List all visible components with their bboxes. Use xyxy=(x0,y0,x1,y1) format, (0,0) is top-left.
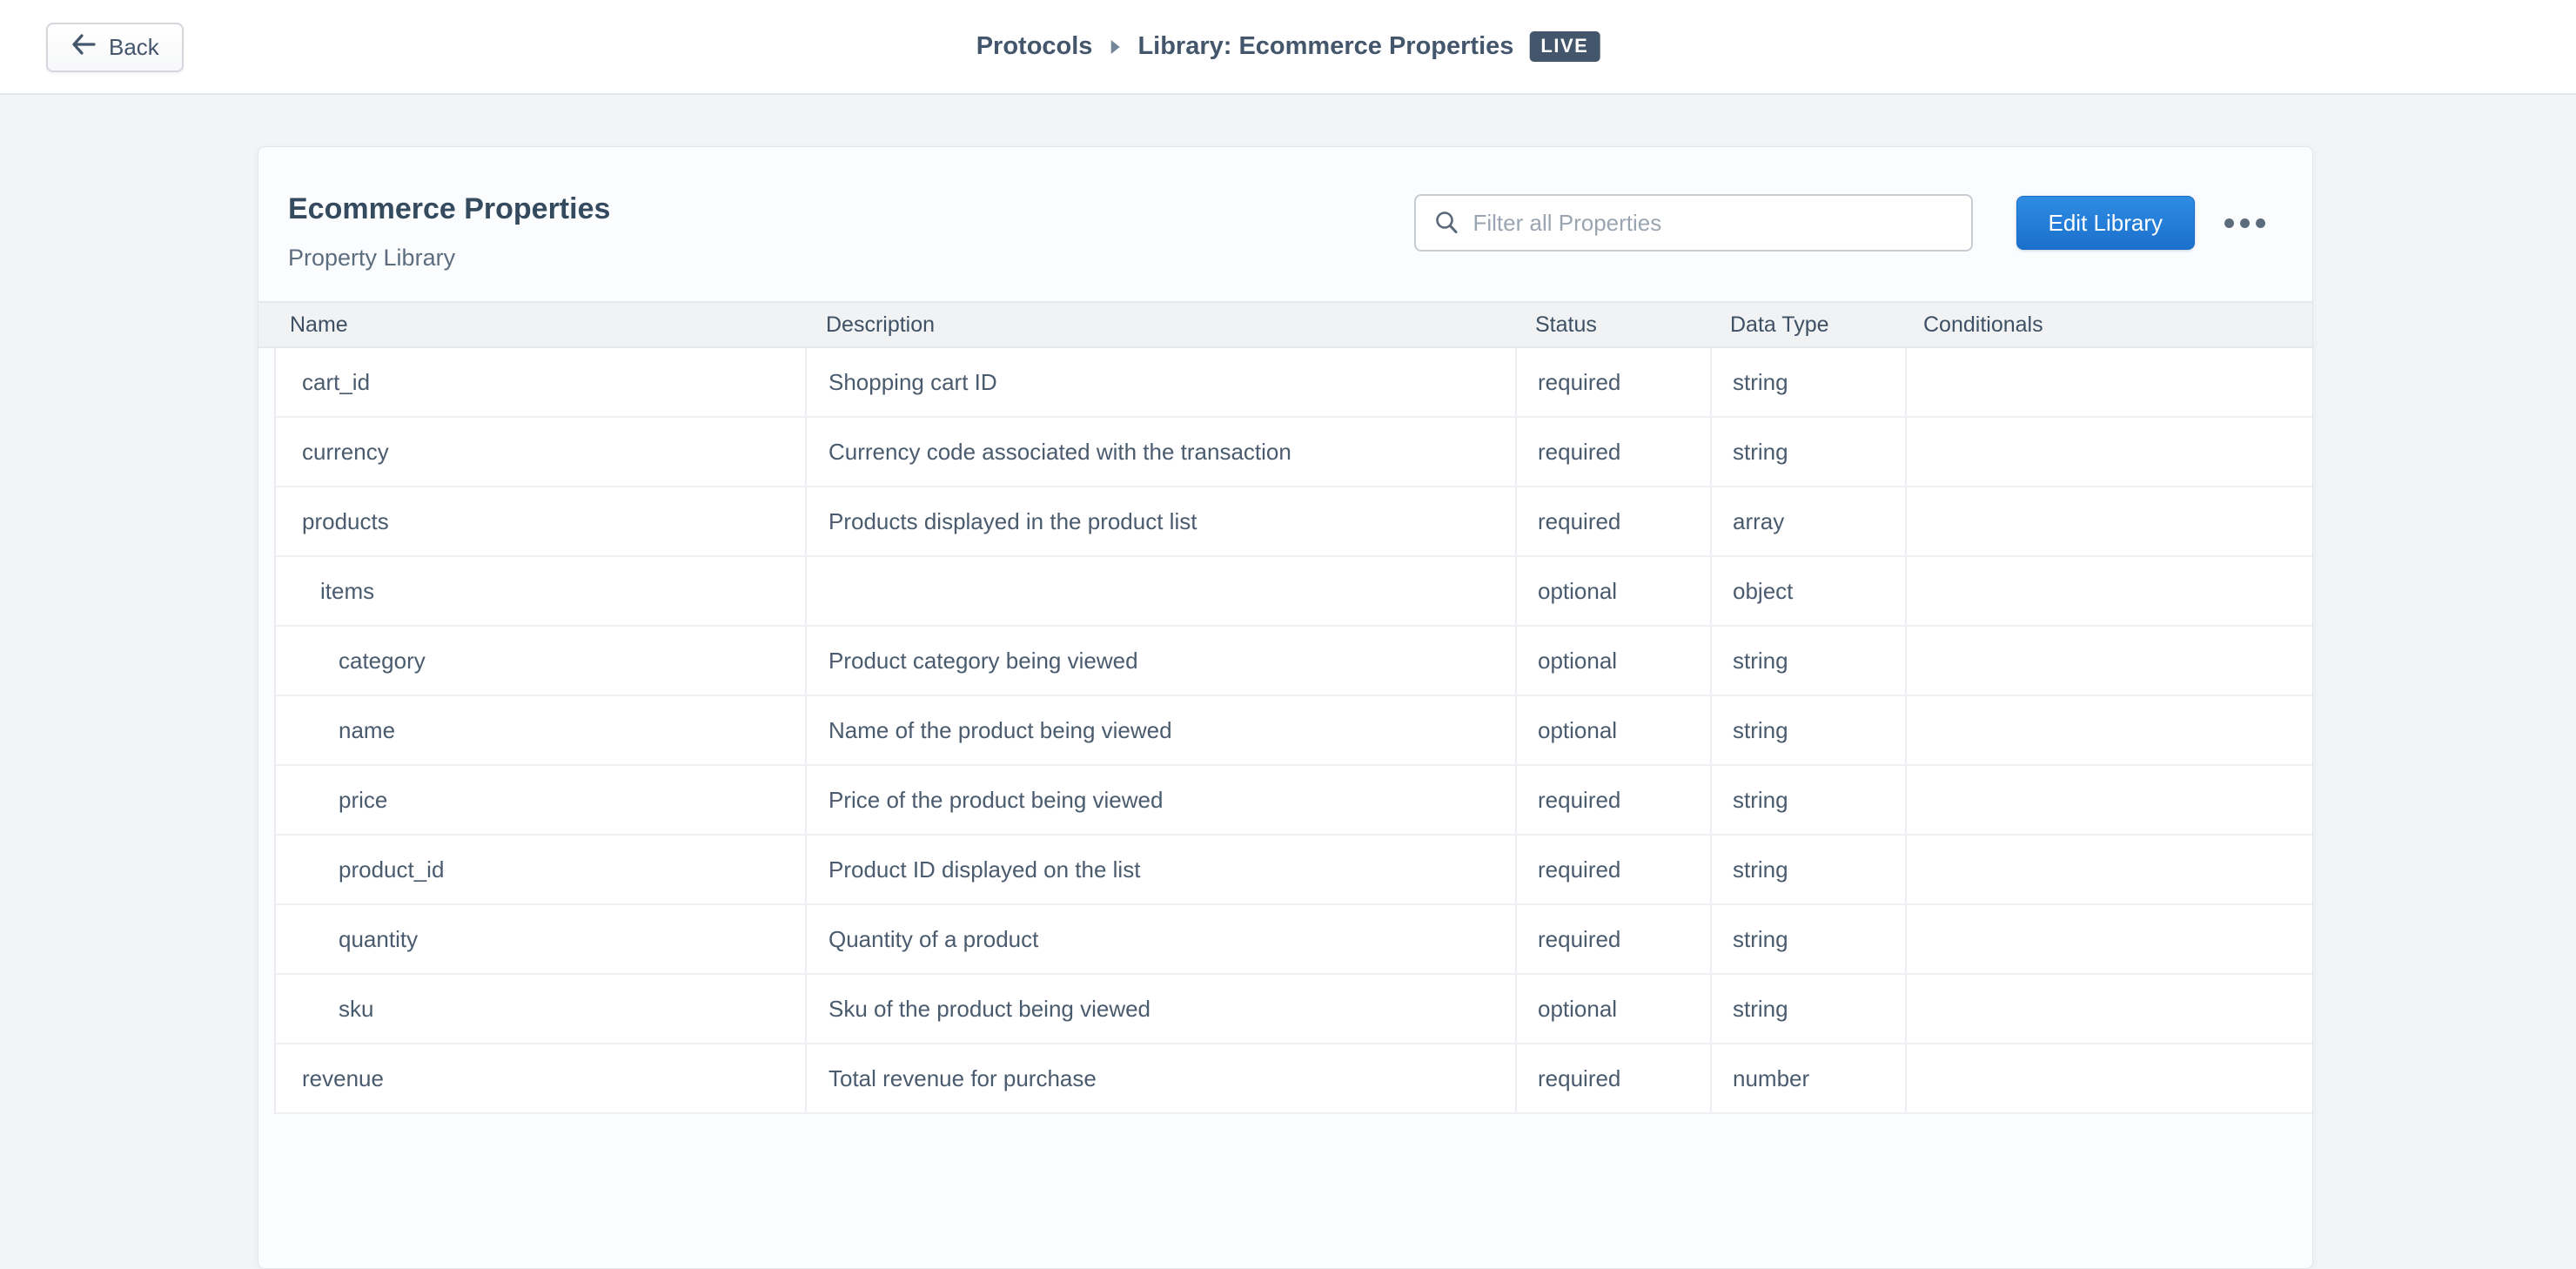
column-header-data-type: Data Type xyxy=(1730,312,1829,337)
property-status-cell: required xyxy=(1515,836,1710,903)
breadcrumb-section[interactable]: Protocols xyxy=(976,32,1093,60)
property-conditionals-cell xyxy=(1905,348,2312,416)
table-row[interactable]: quantity Quantity of a product required … xyxy=(276,905,2312,975)
property-description-cell: Currency code associated with the transa… xyxy=(805,418,1515,486)
filter-input[interactable] xyxy=(1472,209,1955,237)
property-data-type-cell: object xyxy=(1710,557,1905,625)
card-header: Ecommerce Properties Property Library Ed… xyxy=(258,147,2312,301)
property-description-cell: Sku of the product being viewed xyxy=(805,975,1515,1043)
breadcrumb: Protocols Library: Ecommerce Properties … xyxy=(976,0,1600,93)
property-data-type-cell: string xyxy=(1710,836,1905,903)
property-data-type-cell: string xyxy=(1710,627,1905,695)
content-area: Ecommerce Properties Property Library Ed… xyxy=(0,95,2576,1269)
table-row[interactable]: cart_id Shopping cart ID required string xyxy=(276,348,2312,418)
property-library-card: Ecommerce Properties Property Library Ed… xyxy=(258,146,2313,1269)
table-header: Name Description Status Data Type Condit… xyxy=(258,301,2312,348)
property-data-type-cell: string xyxy=(1710,348,1905,416)
property-name-cell: currency xyxy=(302,438,389,465)
property-name-cell: items xyxy=(320,577,375,604)
column-header-conditionals: Conditionals xyxy=(1923,312,2043,337)
table-row[interactable]: currency Currency code associated with t… xyxy=(276,418,2312,487)
property-data-type-cell: array xyxy=(1710,487,1905,555)
overflow-menu-icon xyxy=(2224,218,2234,228)
property-status-cell: required xyxy=(1515,1044,1710,1112)
property-description-cell: Price of the product being viewed xyxy=(805,766,1515,834)
property-description-cell: Name of the product being viewed xyxy=(805,696,1515,764)
property-conditionals-cell xyxy=(1905,696,2312,764)
property-status-cell: required xyxy=(1515,487,1710,555)
property-data-type-cell: string xyxy=(1710,766,1905,834)
breadcrumb-page: Library: Ecommerce Properties xyxy=(1137,32,1514,60)
filter-input-wrapper xyxy=(1413,194,1973,252)
overflow-menu-icon xyxy=(2256,218,2265,228)
property-status-cell: required xyxy=(1515,905,1710,973)
property-name-cell: name xyxy=(339,716,396,743)
property-status-cell: required xyxy=(1515,348,1710,416)
back-button-label: Back xyxy=(109,34,159,60)
table-body: cart_id Shopping cart ID required string… xyxy=(274,348,2312,1114)
table-row[interactable]: items optional object xyxy=(276,557,2312,627)
page-subtitle: Property Library xyxy=(288,245,456,271)
back-arrow-icon xyxy=(70,33,97,62)
table-row[interactable]: sku Sku of the product being viewed opti… xyxy=(276,975,2312,1044)
table-row[interactable]: category Product category being viewed o… xyxy=(276,627,2312,696)
property-name-cell: price xyxy=(339,786,388,813)
property-description-cell xyxy=(805,557,1515,625)
property-description-cell: Products displayed in the product list xyxy=(805,487,1515,555)
table-row[interactable]: price Price of the product being viewed … xyxy=(276,766,2312,836)
card-controls: Edit Library xyxy=(1413,194,2271,252)
property-data-type-cell: number xyxy=(1710,1044,1905,1112)
property-description-cell: Total revenue for purchase xyxy=(805,1044,1515,1112)
table-row[interactable]: name Name of the product being viewed op… xyxy=(276,696,2312,766)
search-icon xyxy=(1433,210,1459,236)
property-status-cell: optional xyxy=(1515,975,1710,1043)
property-description-cell: Shopping cart ID xyxy=(805,348,1515,416)
property-conditionals-cell xyxy=(1905,766,2312,834)
property-description-cell: Product category being viewed xyxy=(805,627,1515,695)
back-button[interactable]: Back xyxy=(46,23,184,72)
table-row[interactable]: product_id Product ID displayed on the l… xyxy=(276,836,2312,905)
property-conditionals-cell xyxy=(1905,627,2312,695)
property-data-type-cell: string xyxy=(1710,975,1905,1043)
page-title: Ecommerce Properties xyxy=(288,192,611,225)
property-conditionals-cell xyxy=(1905,975,2312,1043)
overflow-menu-icon xyxy=(2240,218,2250,228)
column-header-status: Status xyxy=(1535,312,1597,337)
property-conditionals-cell xyxy=(1905,1044,2312,1112)
property-status-cell: optional xyxy=(1515,627,1710,695)
property-name-cell: product_id xyxy=(339,856,445,883)
property-status-cell: required xyxy=(1515,418,1710,486)
property-name-cell: quantity xyxy=(339,925,419,952)
property-name-cell: products xyxy=(302,507,389,534)
property-conditionals-cell xyxy=(1905,418,2312,486)
chevron-right-icon xyxy=(1108,37,1122,57)
property-name-cell: sku xyxy=(339,995,374,1022)
property-name-cell: cart_id xyxy=(302,368,371,395)
property-conditionals-cell xyxy=(1905,905,2312,973)
property-description-cell: Product ID displayed on the list xyxy=(805,836,1515,903)
column-header-name: Name xyxy=(290,312,348,337)
property-conditionals-cell xyxy=(1905,557,2312,625)
property-conditionals-cell xyxy=(1905,487,2312,555)
property-name-cell: revenue xyxy=(302,1064,384,1091)
overflow-menu-button[interactable] xyxy=(2219,204,2271,242)
live-status-badge: LIVE xyxy=(1529,31,1600,62)
property-status-cell: optional xyxy=(1515,557,1710,625)
property-status-cell: optional xyxy=(1515,696,1710,764)
column-header-description: Description xyxy=(826,312,936,337)
property-data-type-cell: string xyxy=(1710,905,1905,973)
property-data-type-cell: string xyxy=(1710,418,1905,486)
table-row[interactable]: products Products displayed in the produ… xyxy=(276,487,2312,557)
edit-library-button[interactable]: Edit Library xyxy=(2016,196,2195,250)
property-data-type-cell: string xyxy=(1710,696,1905,764)
table-row[interactable]: revenue Total revenue for purchase requi… xyxy=(276,1044,2312,1114)
property-status-cell: required xyxy=(1515,766,1710,834)
property-name-cell: category xyxy=(339,647,426,674)
property-description-cell: Quantity of a product xyxy=(805,905,1515,973)
property-conditionals-cell xyxy=(1905,836,2312,903)
top-bar: Back Protocols Library: Ecommerce Proper… xyxy=(0,0,2576,95)
